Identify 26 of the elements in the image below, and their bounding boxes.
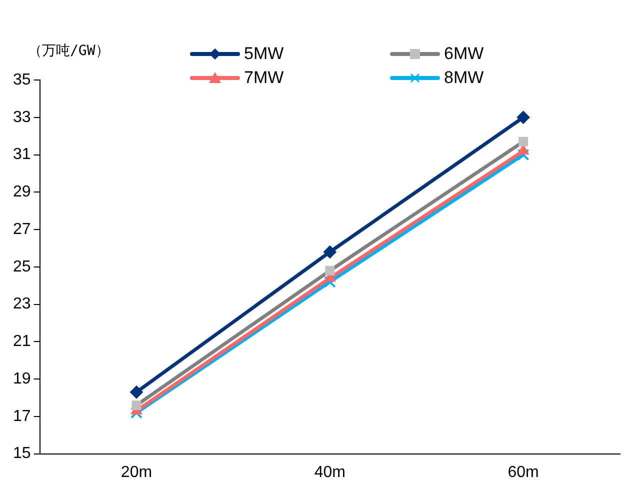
y-tick-label: 35 xyxy=(13,71,31,88)
y-tick-label: 25 xyxy=(13,258,31,276)
point xyxy=(130,386,143,399)
y-tick-label: 29 xyxy=(13,184,31,201)
y-tick-label: 21 xyxy=(13,333,31,350)
y-tick-label: 27 xyxy=(13,220,31,238)
point xyxy=(324,276,336,288)
y-tick-label: 15 xyxy=(13,445,31,462)
point xyxy=(130,406,142,419)
point xyxy=(517,148,530,161)
point xyxy=(323,245,336,258)
y-tick-label: 31 xyxy=(13,146,31,164)
y-tick-label: 17 xyxy=(13,408,31,425)
point xyxy=(518,144,529,155)
legend-label: 5MW xyxy=(244,44,284,64)
legend-label: 6MW xyxy=(444,44,484,64)
legend-label: 7MW xyxy=(244,68,284,88)
x-tick-label: 20m xyxy=(120,464,152,481)
legend-label: 8MW xyxy=(444,68,484,88)
y-tick-label: 23 xyxy=(13,296,31,313)
y-tick-label: 19 xyxy=(13,370,31,388)
y-axis-title: （万吨/GW） xyxy=(28,42,110,60)
point xyxy=(516,110,530,124)
x-tick-label: 40m xyxy=(314,464,346,481)
x-tick-label: 60m xyxy=(508,464,539,481)
y-tick-label: 33 xyxy=(13,108,31,126)
